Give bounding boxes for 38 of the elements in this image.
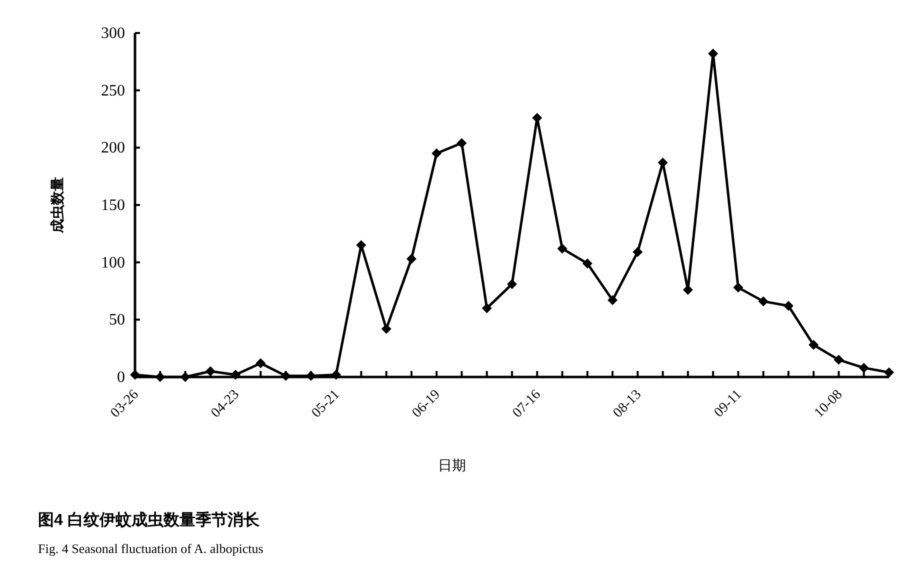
point [432, 148, 442, 158]
y-tick-label: 150 [101, 197, 125, 214]
point [783, 300, 794, 311]
y-tick-label: 200 [101, 140, 125, 157]
point [331, 370, 342, 380]
point [205, 366, 216, 376]
point [758, 296, 768, 306]
y-tick-label: 250 [101, 82, 125, 100]
point [482, 303, 492, 314]
point [532, 112, 542, 123]
point [632, 247, 643, 258]
y-axis-title: 成虫数量 [49, 177, 65, 234]
point [858, 362, 869, 373]
y-tick-label: 0 [117, 369, 125, 386]
x-axis-title: 日期 [438, 457, 466, 473]
point [280, 370, 291, 381]
point [230, 370, 241, 380]
y-tick-label: 50 [109, 312, 125, 329]
point [256, 358, 266, 368]
point [557, 244, 568, 254]
point [608, 295, 618, 306]
point [130, 370, 140, 380]
caption: Fig. 4 Seasonal fluctuation of A. albopictus [38, 541, 264, 556]
point [406, 254, 416, 264]
y-tick-label: 300 [101, 25, 125, 42]
point [456, 138, 467, 148]
point [708, 48, 718, 59]
caption: 图4 白纹伊蚊成虫数量季节消长 [38, 511, 260, 529]
point [582, 258, 592, 268]
point [808, 340, 819, 350]
point [306, 370, 316, 381]
point [155, 372, 166, 382]
point [507, 279, 517, 290]
point [180, 372, 190, 382]
point [381, 324, 392, 334]
y-tick-label: 100 [101, 254, 125, 272]
point [834, 354, 844, 365]
point [733, 282, 744, 293]
